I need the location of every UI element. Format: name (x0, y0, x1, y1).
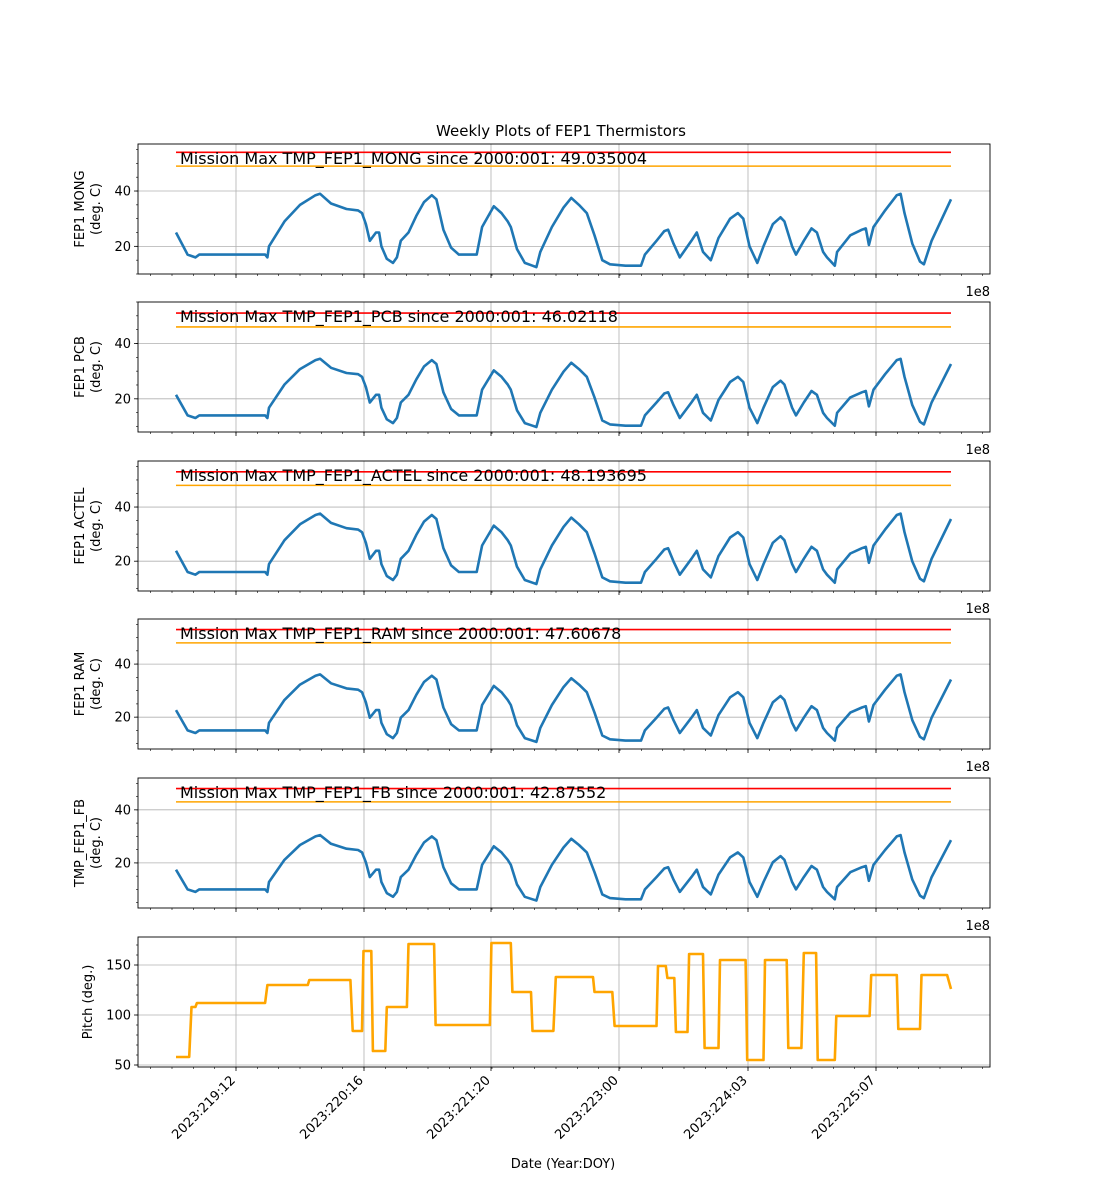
x-offset-label: 1e8 (965, 285, 990, 300)
series-line (174, 512, 953, 586)
x-tick-label: 2023:224:03 (681, 1073, 750, 1142)
y-tick-label: 40 (114, 803, 131, 818)
axes-frame (137, 143, 991, 275)
x-offset-label: 1e8 (965, 760, 990, 775)
series-line (174, 357, 953, 429)
series-line (176, 941, 953, 1062)
subplot-3: 20 40 Mission Max TMP_FEP1_ACTEL since 200… (73, 460, 991, 617)
y-tick-label: 20 (114, 240, 131, 255)
y-axis-label: FEP1 MONG (73, 170, 88, 247)
y-tick-label: 40 (114, 185, 131, 200)
subplot-stack: 20 40 Mission Max TMP_FEP1_MONG since 2000… (73, 143, 991, 1143)
series-line (174, 833, 953, 902)
axes-frame (137, 777, 991, 909)
x-offset-label: 1e8 (965, 919, 990, 934)
y-axis-label: FEP1 PCB (73, 336, 88, 398)
x-tick-label: 2023:221:20 (424, 1073, 493, 1142)
y-axis-label: (deg. C) (89, 658, 104, 710)
x-tick-label: 2023:225:07 (809, 1073, 878, 1142)
y-tick-label: 40 (114, 337, 131, 352)
axes-frame (137, 460, 991, 592)
axes-frame (137, 301, 991, 433)
y-axis-label: Pitch (deg.) (81, 965, 96, 1040)
subplot-6: 50 100 150 Pitch (deg.) 2023:219:12 2023:220:… (81, 936, 991, 1143)
subplot-5: 20 40 Mission Max TMP_FEP1_FB since 2000:0… (73, 777, 991, 934)
y-axis-label: FEP1 RAM (73, 652, 88, 717)
x-axis-label: Date (Year:DOY) (511, 1157, 616, 1172)
y-tick-label: 20 (114, 856, 131, 871)
y-tick-label: 100 (106, 1009, 131, 1024)
y-axis-label: (deg. C) (89, 500, 104, 552)
mission-max-annotation: Mission Max TMP_FEP1_FB since 2000:001: … (180, 783, 606, 803)
y-tick-label: 20 (114, 392, 131, 407)
y-axis-label: FEP1 ACTEL (73, 487, 88, 565)
mission-max-annotation: Mission Max TMP_FEP1_ACTEL since 2000:00… (180, 466, 647, 486)
subplot-1: 20 40 Mission Max TMP_FEP1_MONG since 2000… (73, 143, 991, 300)
subplot-2: 20 40 Mission Max TMP_FEP1_PCB since 2000:… (73, 301, 991, 458)
axes-frame (137, 936, 991, 1068)
x-tick-label: 2023:220:16 (297, 1073, 366, 1142)
y-axis-label: (deg. C) (89, 341, 104, 393)
x-offset-label: 1e8 (965, 602, 990, 617)
y-tick-label: 20 (114, 555, 131, 570)
series-line (174, 673, 953, 744)
y-tick-label: 50 (114, 1059, 131, 1074)
y-axis-label: TMP_FEP1_FB (73, 799, 88, 888)
y-tick-label: 40 (114, 501, 131, 516)
y-axis-label: (deg. C) (89, 817, 104, 869)
mission-max-annotation: Mission Max TMP_FEP1_PCB since 2000:001:… (180, 307, 618, 327)
y-tick-label: 150 (106, 959, 131, 974)
axes-frame (137, 618, 991, 750)
subplot-4: 20 40 Mission Max TMP_FEP1_RAM since 2000:… (73, 618, 991, 775)
mission-max-annotation: Mission Max TMP_FEP1_MONG since 2000:001… (180, 149, 647, 169)
mission-max-annotation: Mission Max TMP_FEP1_RAM since 2000:001:… (180, 624, 621, 644)
chart-title: Weekly Plots of FEP1 Thermistors (436, 122, 686, 140)
x-offset-label: 1e8 (965, 443, 990, 458)
x-tick-label: 2023:219:12 (169, 1073, 238, 1142)
y-tick-label: 20 (114, 711, 131, 726)
series-line (174, 192, 953, 269)
y-axis-label: (deg. C) (89, 183, 104, 235)
x-tick-label: 2023:223:00 (552, 1073, 621, 1142)
y-tick-label: 40 (114, 658, 131, 673)
